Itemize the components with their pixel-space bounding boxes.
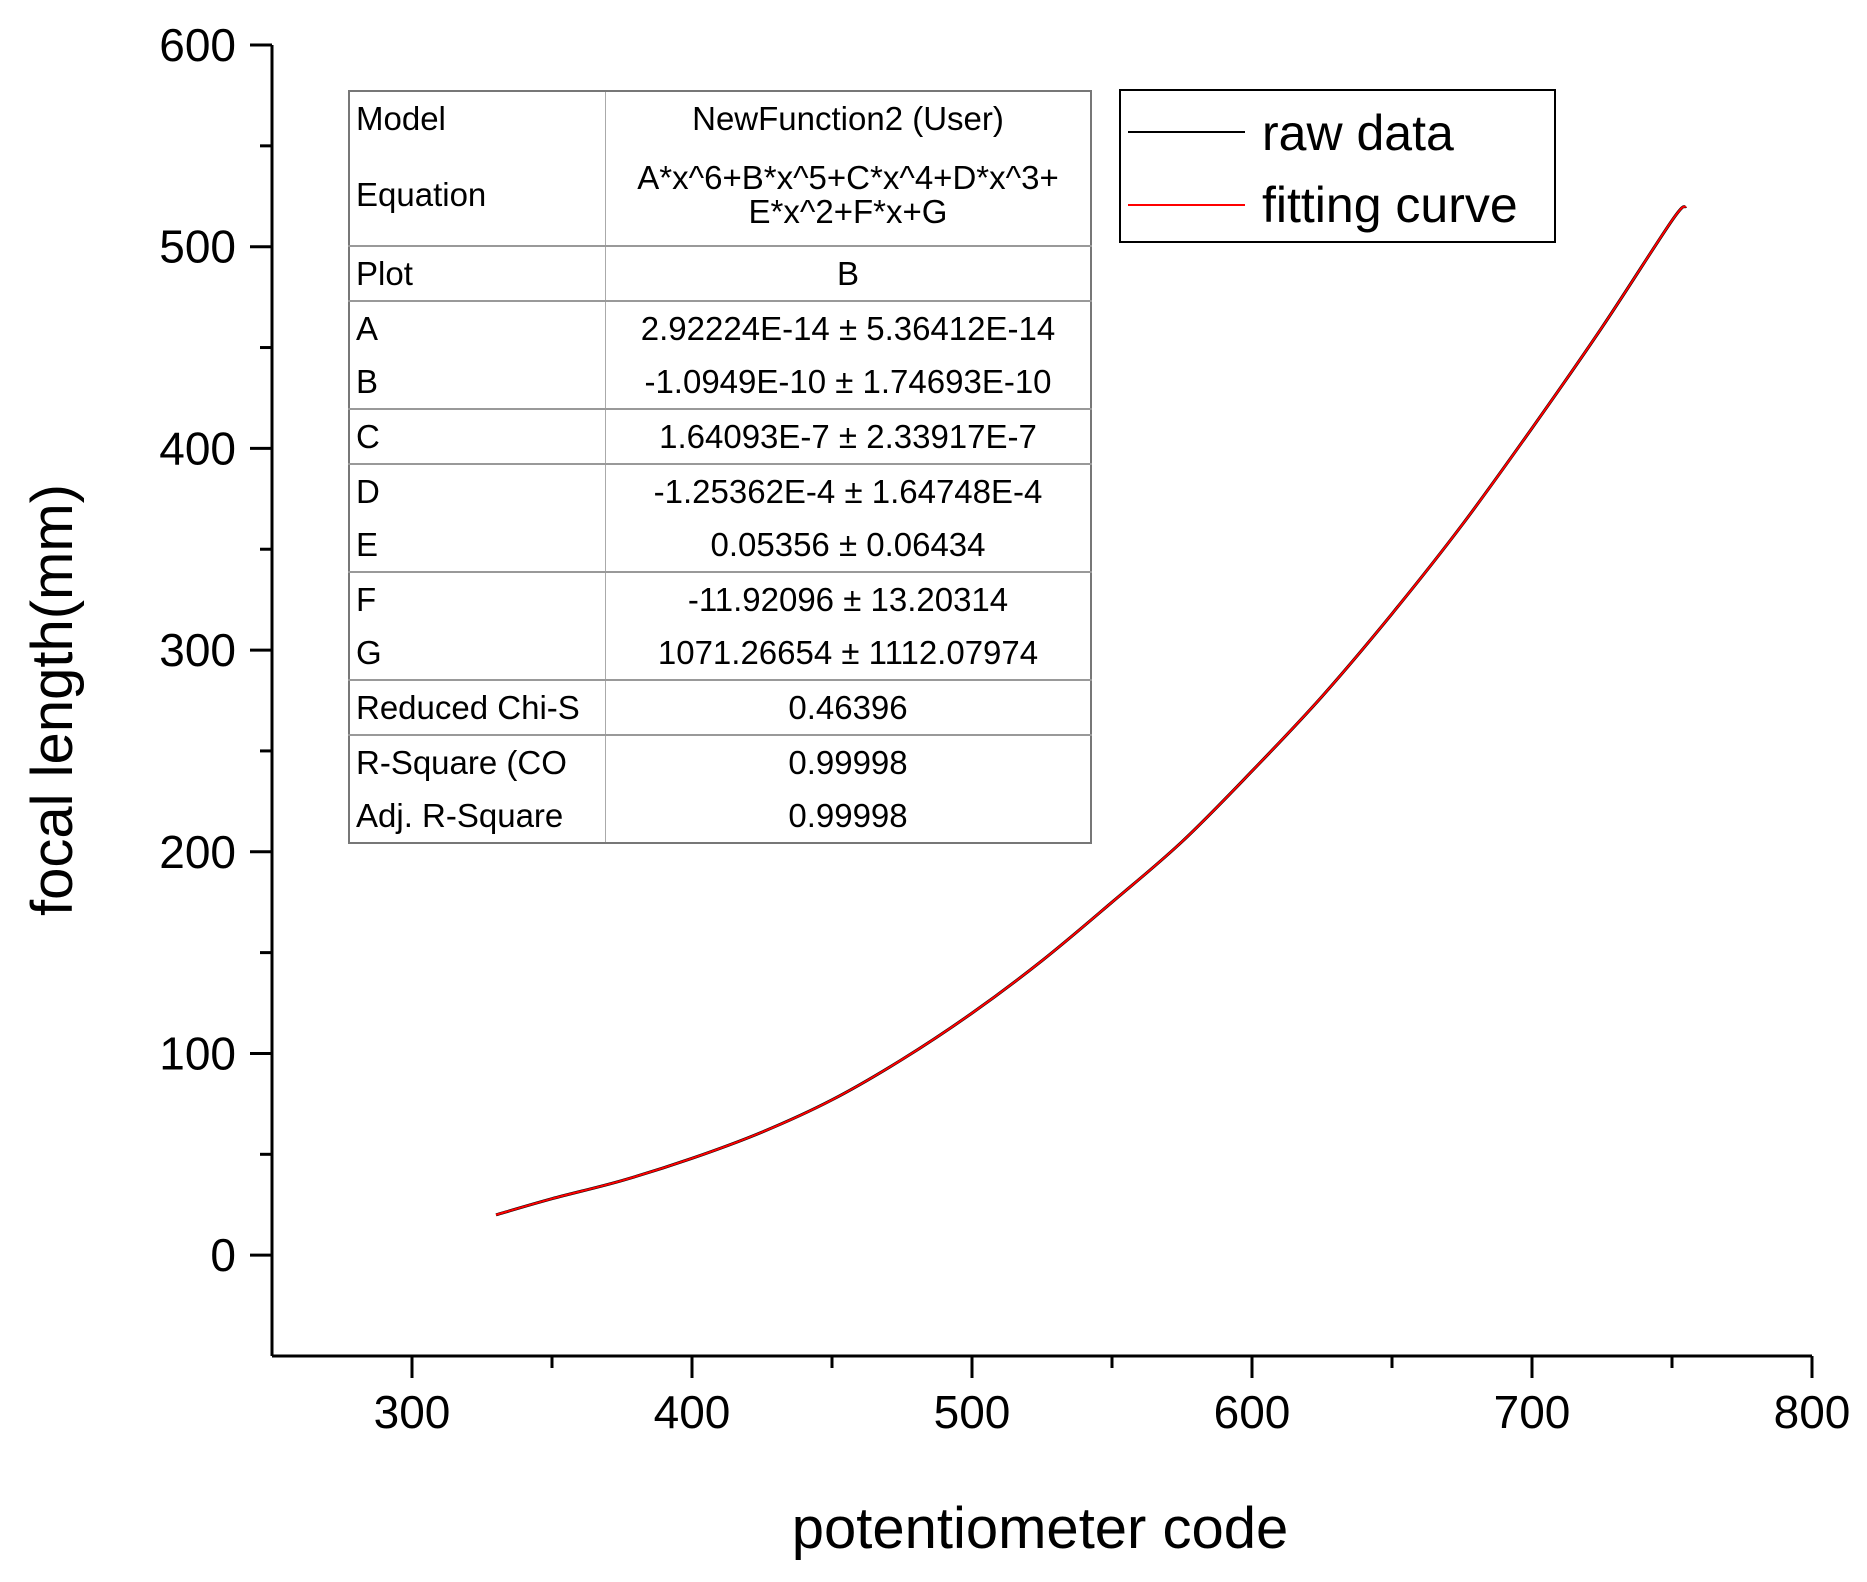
param-value-e: 0.05356 ± 0.06434 [710,525,986,563]
y-tick-label: 400 [159,422,236,474]
param-value-f: -11.92096 ± 13.20314 [605,571,1091,626]
table-row: Reduced Chi-S 0.46396 [349,679,1091,735]
table-row: F -11.92096 ± 13.20314 [349,571,1091,626]
r-square-value: 0.99998 [605,734,1091,789]
y-tick-label: 500 [159,221,236,273]
x-tick-label: 500 [934,1386,1011,1438]
equation-value: A*x^6+B*x^5+C*x^4+D*x^3+ E*x^2+F*x+G [606,145,1092,246]
table-row: B -1.0949E-10 ± 1.74693E-10 [349,355,1091,409]
y-axis-title: focal length(mm) [20,484,85,916]
fit-results-table: Model NewFunction2 (User) Equation A*x^6… [348,90,1092,844]
table-row: D -1.25362E-4 ± 1.64748E-4 [349,463,1091,518]
param-value-d: -1.25362E-4 ± 1.64748E-4 [605,463,1091,518]
plot-label: Plot [349,245,606,301]
adj-r-square-label: Adj. R-Square [349,789,606,843]
table-row: A 2.92224E-14 ± 5.36412E-14 [349,300,1091,355]
param-label-c: C [349,408,606,464]
legend-box [1119,89,1556,243]
table-row: C 1.64093E-7 ± 2.33917E-7 [349,408,1091,464]
param-label-e: E [349,518,606,572]
param-value-b: -1.0949E-10 ± 1.74693E-10 [644,362,1052,400]
param-value-a: 2.92224E-14 ± 5.36412E-14 [605,300,1091,355]
y-tick-label: 300 [159,624,236,676]
x-axis-title: potentiometer code [792,1496,1289,1561]
x-tick-label: 600 [1214,1386,1291,1438]
adj-r-square-value: 0.99998 [788,796,908,834]
y-tick-label: 200 [159,826,236,878]
equation-line-2: E*x^2+F*x+G [748,193,948,230]
y-tick-label: 100 [159,1027,236,1079]
r-square-label: R-Square (CO [349,734,606,789]
table-row: G 1071.26654 ± 1112.07974 [349,626,1091,680]
equation-line-1: A*x^6+B*x^5+C*x^4+D*x^3+ [637,159,1059,196]
table-row: R-Square (CO 0.99998 [349,734,1091,789]
legend-label-fitting-curve: fitting curve [1262,177,1518,233]
x-tick-label: 400 [654,1386,731,1438]
x-tick-label: 700 [1494,1386,1571,1438]
legend: raw data fitting curve [1119,89,1556,243]
reduced-chi-sq-label: Reduced Chi-S [349,679,606,735]
plot-value: B [605,245,1091,301]
param-label-a: A [349,300,606,355]
param-value-g: 1071.26654 ± 1112.07974 [657,633,1039,671]
y-tick-label: 600 [159,19,236,71]
series-line-fitting-curve [495,205,1687,1216]
legend-label-raw-data: raw data [1262,105,1454,161]
equation-label: Equation [349,145,606,246]
x-tick-label: 800 [1774,1386,1851,1438]
x-ticks: 300 400 500 600 700 800 [374,1356,1851,1438]
y-tick-label: 0 [210,1229,236,1281]
model-label: Model [349,91,606,145]
x-tick-label: 300 [374,1386,451,1438]
param-label-d: D [349,463,606,518]
y-ticks: 0 100 200 300 400 500 600 [159,19,272,1281]
axes [270,45,1812,1358]
reduced-chi-sq-value: 0.46396 [605,679,1091,735]
table-row: Adj. R-Square 0.99998 [349,789,1091,843]
param-label-f: F [349,571,606,626]
param-value-c: 1.64093E-7 ± 2.33917E-7 [605,408,1091,464]
param-label-g: G [349,626,606,680]
table-row-model: Model NewFunction2 (User) [349,91,1091,145]
model-value: NewFunction2 (User) [692,99,1004,137]
table-row: E 0.05356 ± 0.06434 [349,518,1091,572]
series-layer [495,205,1688,1217]
table-row-plot: Plot B [349,245,1091,301]
table-row-equation: Equation A*x^6+B*x^5+C*x^4+D*x^3+ E*x^2+… [349,145,1091,246]
param-label-b: B [349,355,606,409]
